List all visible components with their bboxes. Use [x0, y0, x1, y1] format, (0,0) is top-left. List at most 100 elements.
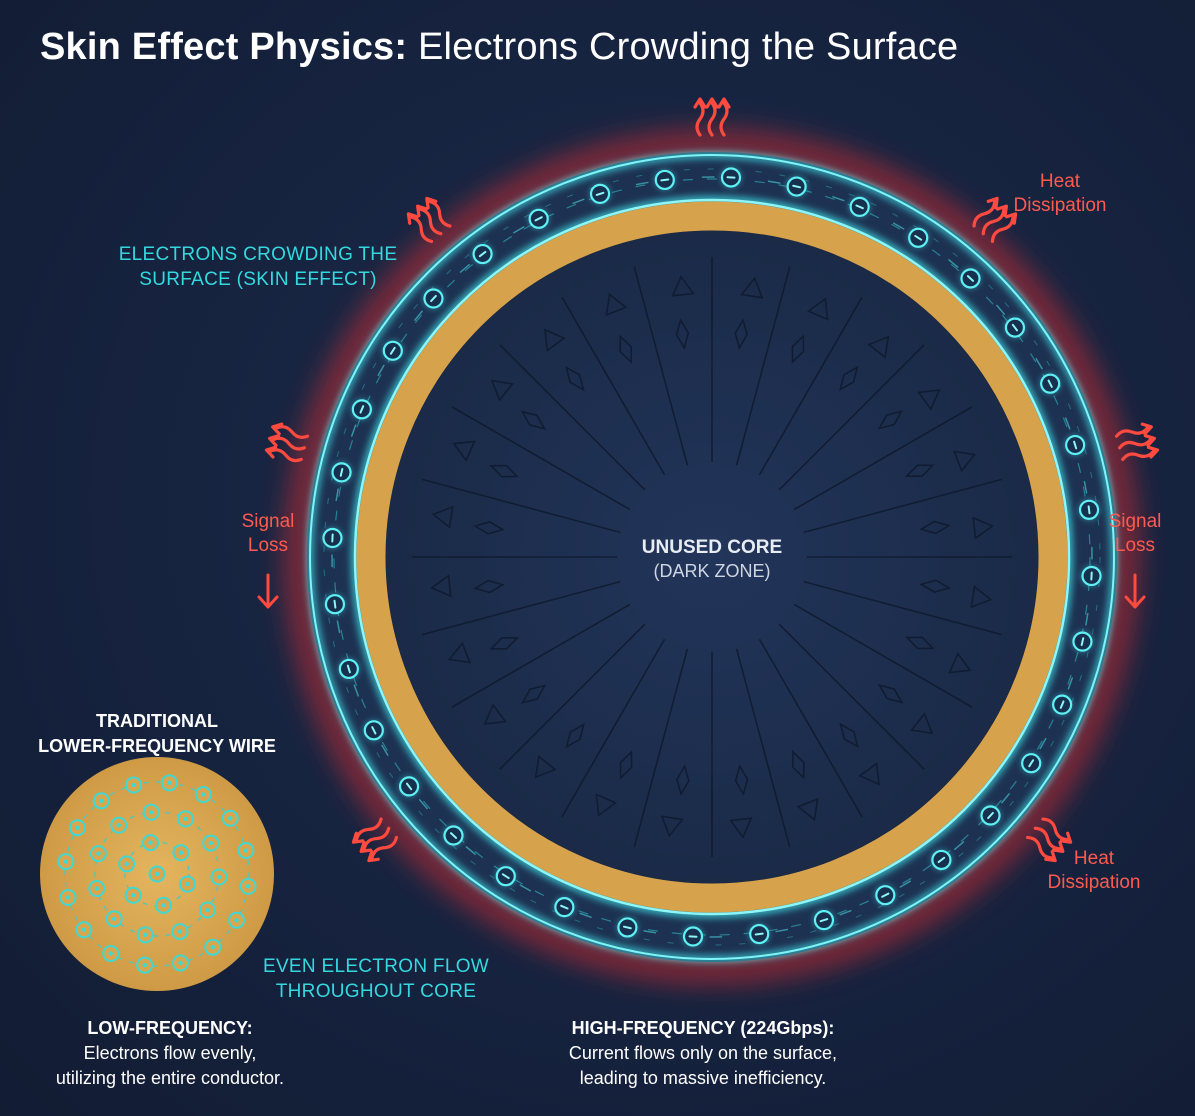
- core-pattern-shape: [483, 703, 507, 725]
- core-pattern-shape: [839, 722, 859, 749]
- core-pattern-shape: [740, 276, 764, 299]
- core-pattern-line: [778, 344, 925, 491]
- core-pattern-shape: [952, 450, 977, 473]
- low-caption-head: LOW-FREQUENCY:: [87, 1018, 253, 1038]
- electron-icon: [996, 304, 1026, 339]
- electron-icon: [682, 925, 723, 948]
- title-light: Electrons Crowding the Surface: [407, 26, 959, 68]
- core-pattern-shape: [791, 749, 805, 780]
- core-pattern-shape: [520, 684, 547, 704]
- core-pattern-shape: [867, 335, 890, 359]
- electron-icon: [105, 910, 123, 928]
- core-pattern-shape: [489, 464, 519, 478]
- electron-icon: [125, 776, 143, 794]
- electron-icon: [171, 954, 189, 972]
- electron-icon: [513, 207, 550, 234]
- core-pattern-shape: [605, 292, 628, 317]
- electron-icon: [136, 926, 154, 944]
- core-pattern-shape: [565, 722, 585, 749]
- electron-icon: [948, 259, 982, 290]
- high-caption-line2: leading to massive inefficiency.: [579, 1068, 827, 1088]
- core-pattern-line: [803, 478, 1002, 534]
- electron-icon: [330, 461, 353, 502]
- electron-icon: [362, 719, 389, 756]
- core-pattern-shape: [807, 297, 829, 321]
- electron-icon: [228, 911, 246, 929]
- electron-icon: [701, 166, 742, 189]
- heat-bottom-line1: Heat: [1073, 848, 1115, 869]
- electron-icon: [92, 792, 110, 810]
- core-pattern-line: [561, 638, 666, 818]
- electron-icon: [635, 168, 676, 191]
- down-arrow-icon: [1124, 573, 1146, 609]
- heat-dissipation-bottom-label: Heat Dissipation: [1032, 847, 1156, 895]
- electron-icon: [171, 923, 189, 941]
- core-pattern-shape: [565, 365, 585, 392]
- core-pattern-shape: [917, 389, 941, 411]
- electron-icon: [136, 956, 154, 974]
- core-pattern-shape: [904, 464, 935, 478]
- even-flow-label: EVEN ELECTRON FLOW THROUGHOUT CORE: [256, 954, 496, 1004]
- core-pattern-line: [778, 623, 925, 770]
- core-pattern-shape: [734, 318, 748, 350]
- even-flow-line2: THROUGHOUT CORE: [275, 981, 477, 1002]
- core-label-line2: (DARK ZONE): [653, 561, 771, 581]
- page-title: Skin Effect Physics: Electrons Crowding …: [40, 26, 958, 69]
- electron-icon: [748, 923, 789, 946]
- electron-icon: [930, 841, 965, 871]
- electron-icon: [616, 916, 657, 939]
- signal-left-line2: Loss: [247, 535, 289, 556]
- electron-icon: [377, 339, 404, 377]
- heat-bottom-line2: Dissipation: [1047, 872, 1141, 893]
- core-pattern-shape: [877, 684, 904, 704]
- electron-icon: [398, 775, 428, 810]
- heat-dissipation-top-label: Heat Dissipation: [998, 170, 1122, 218]
- core-pattern-shape: [619, 334, 633, 365]
- electron-icon: [321, 527, 344, 568]
- core-pattern-shape: [919, 579, 951, 593]
- electron-icon: [1078, 480, 1101, 521]
- electron-icon: [874, 880, 911, 907]
- core-pattern-shape: [910, 712, 934, 735]
- electron-icon: [767, 175, 808, 198]
- electron-icon: [88, 880, 106, 898]
- low-caption-line1: Electrons flow evenly,: [83, 1043, 257, 1063]
- electron-icon: [102, 945, 120, 963]
- core-pattern-shape: [534, 755, 557, 779]
- core-pattern-shape: [660, 815, 684, 838]
- electron-icon: [337, 657, 360, 697]
- core-pattern-line: [499, 344, 646, 491]
- core-pattern-shape: [791, 334, 805, 364]
- core-pattern-shape: [970, 585, 993, 609]
- electron-icon: [1064, 417, 1087, 457]
- electron-icon: [198, 901, 216, 919]
- heat-top-line1: Heat: [1039, 171, 1081, 192]
- electron-icon: [204, 938, 222, 956]
- core-pattern-shape: [905, 636, 935, 650]
- core-pattern-line: [451, 603, 631, 708]
- electron-icon: [494, 865, 532, 892]
- signal-loss-left-label: Signal Loss: [225, 510, 311, 558]
- core-pattern-shape: [675, 318, 690, 350]
- skin-effect-label: ELECTRONS CROWDING THE SURFACE (SKIN EFF…: [118, 242, 398, 292]
- signal-loss-right-label: Signal Loss: [1092, 510, 1178, 558]
- electron-icon: [68, 819, 86, 837]
- high-frequency-caption: HIGH-FREQUENCY (224Gbps): Current flows …: [520, 1016, 886, 1091]
- electron-icon: [75, 921, 93, 939]
- electron-icon: [194, 785, 212, 803]
- electron-icon: [142, 834, 160, 852]
- electron-icon: [1020, 737, 1047, 775]
- electron-icon: [124, 886, 142, 904]
- electron-icon: [979, 793, 1010, 827]
- electron-icon: [142, 803, 160, 821]
- core-pattern-line: [633, 267, 689, 466]
- electron-icon: [178, 875, 196, 893]
- electron-icon: [110, 816, 128, 834]
- core-pattern-line: [758, 638, 863, 818]
- title-bold: Skin Effect Physics:: [40, 26, 408, 68]
- skin-effect-label-line2: SURFACE (SKIN EFFECT): [139, 269, 377, 290]
- electron-icon: [414, 287, 445, 321]
- core-pattern-line: [735, 648, 791, 847]
- surface-electrons: [321, 166, 1103, 948]
- electron-icon: [148, 865, 166, 883]
